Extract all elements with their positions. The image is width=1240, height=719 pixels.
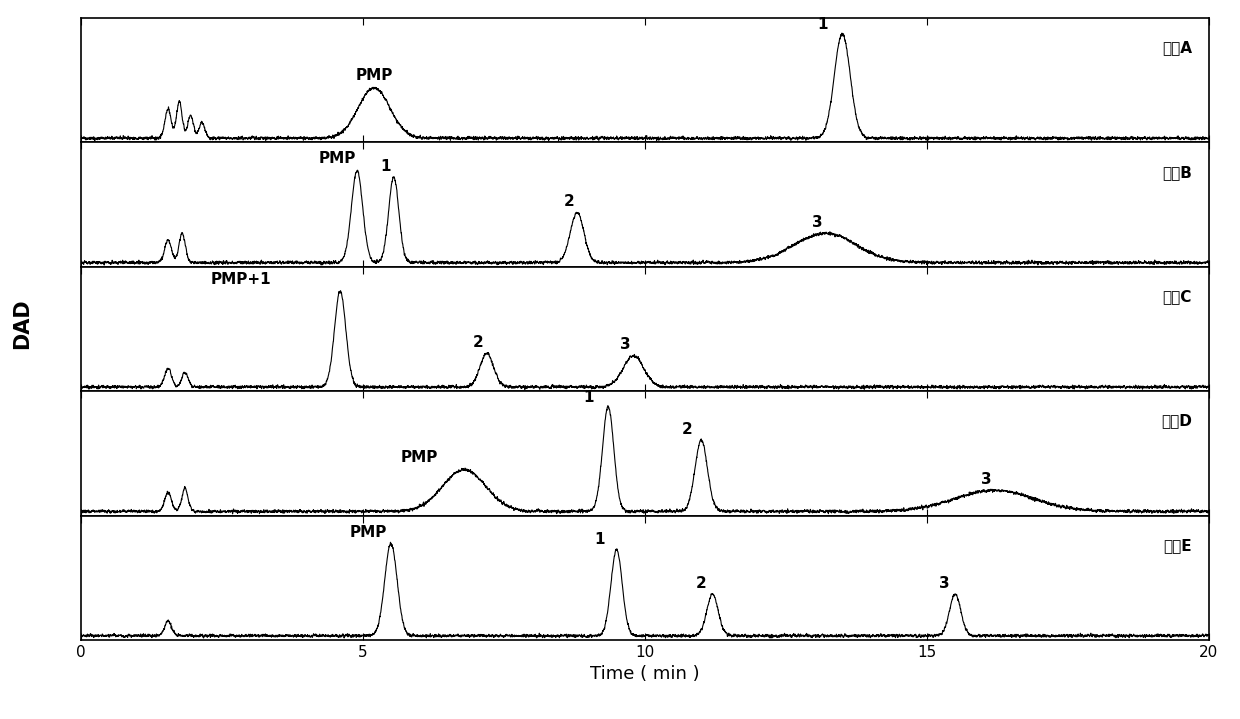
Text: 梯度A: 梯度A: [1162, 40, 1192, 55]
Text: 2: 2: [563, 194, 574, 209]
Text: 1: 1: [594, 532, 605, 547]
X-axis label: Time ( min ): Time ( min ): [590, 665, 699, 683]
Text: 梯度E: 梯度E: [1163, 538, 1192, 553]
Text: 3: 3: [939, 576, 949, 591]
Text: 3: 3: [811, 215, 822, 230]
Text: 梯度D: 梯度D: [1161, 413, 1192, 429]
Text: 3: 3: [981, 472, 992, 487]
Text: 1: 1: [817, 17, 828, 32]
Text: PMP: PMP: [350, 525, 387, 539]
Text: 1: 1: [583, 390, 594, 405]
Text: 2: 2: [696, 576, 707, 591]
Text: 1: 1: [379, 159, 391, 174]
Text: PMP+1: PMP+1: [211, 272, 272, 287]
Text: PMP: PMP: [401, 450, 438, 465]
Text: PMP: PMP: [319, 152, 356, 166]
Text: 2: 2: [682, 422, 692, 437]
Text: 梯度B: 梯度B: [1162, 165, 1192, 180]
Text: 梯度C: 梯度C: [1163, 289, 1192, 304]
Text: 3: 3: [620, 337, 630, 352]
Text: PMP: PMP: [356, 68, 393, 83]
Text: DAD: DAD: [12, 298, 32, 349]
Text: 2: 2: [472, 335, 484, 350]
